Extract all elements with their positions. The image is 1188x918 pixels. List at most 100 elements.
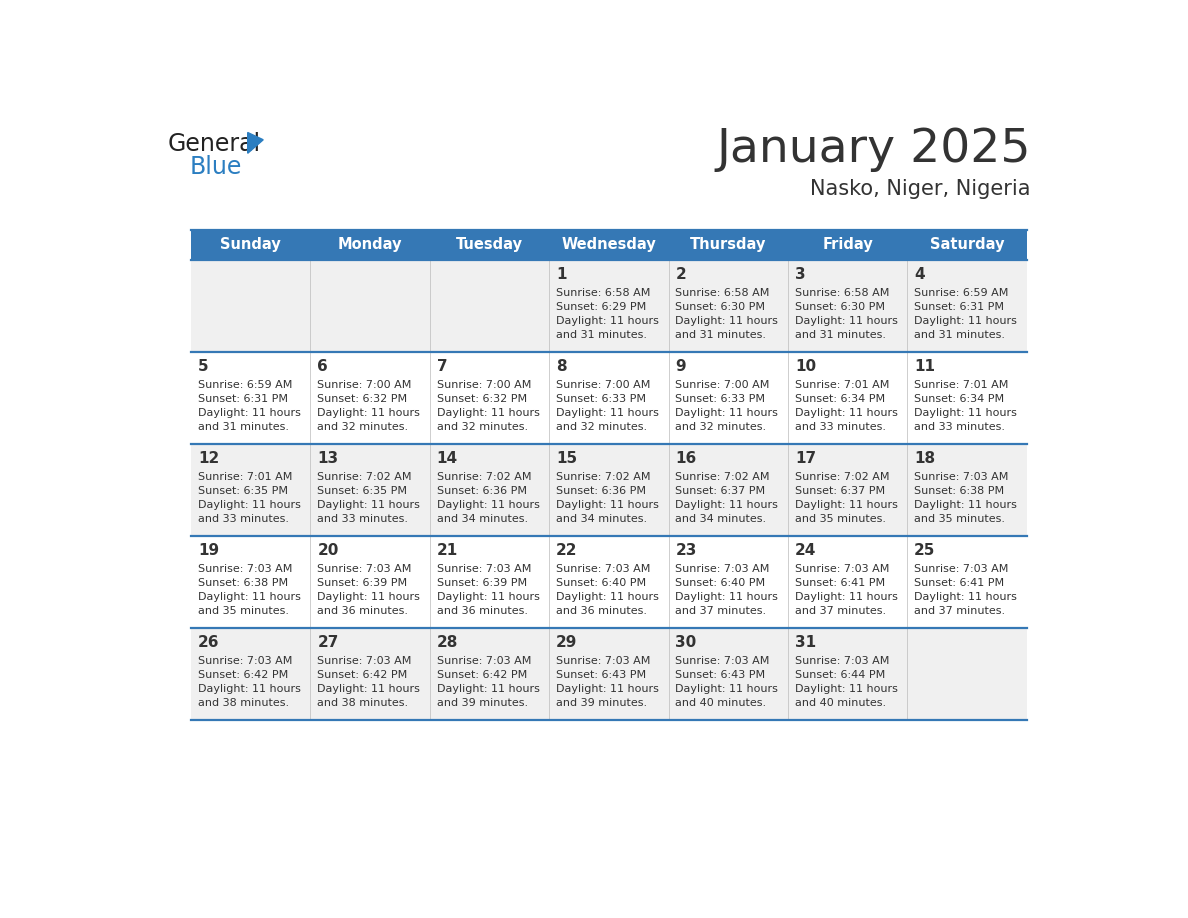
Text: 30: 30: [676, 635, 696, 650]
Text: Sunrise: 7:03 AM: Sunrise: 7:03 AM: [198, 655, 292, 666]
Text: Sunrise: 7:02 AM: Sunrise: 7:02 AM: [556, 472, 651, 482]
Text: 2: 2: [676, 267, 687, 282]
Text: Sunrise: 6:58 AM: Sunrise: 6:58 AM: [556, 287, 651, 297]
Text: Daylight: 11 hours: Daylight: 11 hours: [676, 684, 778, 694]
Text: Daylight: 11 hours: Daylight: 11 hours: [198, 409, 301, 419]
Text: Blue: Blue: [190, 155, 242, 179]
Text: Sunrise: 7:03 AM: Sunrise: 7:03 AM: [676, 564, 770, 574]
Text: 7: 7: [437, 359, 448, 375]
Text: Daylight: 11 hours: Daylight: 11 hours: [795, 500, 898, 510]
Text: 18: 18: [915, 452, 935, 466]
Text: 14: 14: [437, 452, 457, 466]
Text: and 34 minutes.: and 34 minutes.: [437, 514, 527, 524]
Text: 23: 23: [676, 543, 697, 558]
Text: Daylight: 11 hours: Daylight: 11 hours: [795, 684, 898, 694]
Text: 1: 1: [556, 267, 567, 282]
Text: Sunrise: 7:00 AM: Sunrise: 7:00 AM: [437, 380, 531, 389]
Text: Sunrise: 6:59 AM: Sunrise: 6:59 AM: [198, 380, 292, 389]
Text: and 31 minutes.: and 31 minutes.: [915, 330, 1005, 341]
Text: 26: 26: [198, 635, 220, 650]
Text: and 35 minutes.: and 35 minutes.: [795, 514, 886, 524]
Text: Sunset: 6:37 PM: Sunset: 6:37 PM: [676, 486, 765, 496]
Text: and 35 minutes.: and 35 minutes.: [198, 607, 289, 616]
Text: Thursday: Thursday: [690, 238, 766, 252]
Text: Sunset: 6:43 PM: Sunset: 6:43 PM: [676, 670, 765, 680]
Text: Sunset: 6:35 PM: Sunset: 6:35 PM: [317, 486, 407, 496]
Text: Sunset: 6:40 PM: Sunset: 6:40 PM: [556, 578, 646, 588]
Text: Sunrise: 7:03 AM: Sunrise: 7:03 AM: [795, 655, 890, 666]
Text: Saturday: Saturday: [930, 238, 1004, 252]
Text: Daylight: 11 hours: Daylight: 11 hours: [556, 409, 659, 419]
Text: 21: 21: [437, 543, 459, 558]
Bar: [191, 535, 1026, 628]
Text: General: General: [168, 131, 261, 156]
Text: Sunrise: 7:03 AM: Sunrise: 7:03 AM: [556, 655, 651, 666]
Text: Sunset: 6:41 PM: Sunset: 6:41 PM: [795, 578, 885, 588]
Text: Sunset: 6:32 PM: Sunset: 6:32 PM: [437, 394, 527, 404]
Text: and 39 minutes.: and 39 minutes.: [556, 699, 647, 709]
Text: Daylight: 11 hours: Daylight: 11 hours: [676, 592, 778, 602]
Text: Sunrise: 7:02 AM: Sunrise: 7:02 AM: [317, 472, 412, 482]
Text: 10: 10: [795, 359, 816, 375]
Text: Sunset: 6:31 PM: Sunset: 6:31 PM: [915, 302, 1004, 312]
Text: 16: 16: [676, 452, 696, 466]
Text: Daylight: 11 hours: Daylight: 11 hours: [556, 316, 659, 326]
Text: Friday: Friday: [822, 238, 873, 252]
Text: Daylight: 11 hours: Daylight: 11 hours: [795, 409, 898, 419]
Text: Sunset: 6:33 PM: Sunset: 6:33 PM: [676, 394, 765, 404]
Text: 31: 31: [795, 635, 816, 650]
Text: Sunrise: 6:58 AM: Sunrise: 6:58 AM: [795, 287, 890, 297]
Text: Sunrise: 7:03 AM: Sunrise: 7:03 AM: [317, 564, 412, 574]
Text: Sunset: 6:39 PM: Sunset: 6:39 PM: [437, 578, 527, 588]
Bar: [191, 260, 1026, 352]
Text: and 33 minutes.: and 33 minutes.: [317, 514, 409, 524]
Text: 8: 8: [556, 359, 567, 375]
Text: Daylight: 11 hours: Daylight: 11 hours: [676, 500, 778, 510]
Text: Sunrise: 7:03 AM: Sunrise: 7:03 AM: [676, 655, 770, 666]
Text: Daylight: 11 hours: Daylight: 11 hours: [437, 500, 539, 510]
Text: Daylight: 11 hours: Daylight: 11 hours: [437, 409, 539, 419]
Polygon shape: [248, 132, 264, 153]
Text: and 37 minutes.: and 37 minutes.: [915, 607, 1005, 616]
Text: Daylight: 11 hours: Daylight: 11 hours: [795, 592, 898, 602]
Text: Daylight: 11 hours: Daylight: 11 hours: [198, 684, 301, 694]
Text: and 32 minutes.: and 32 minutes.: [437, 422, 527, 432]
Text: Sunrise: 7:01 AM: Sunrise: 7:01 AM: [198, 472, 292, 482]
Text: and 32 minutes.: and 32 minutes.: [676, 422, 766, 432]
Text: Daylight: 11 hours: Daylight: 11 hours: [676, 316, 778, 326]
Text: Sunrise: 7:03 AM: Sunrise: 7:03 AM: [556, 564, 651, 574]
Text: 27: 27: [317, 635, 339, 650]
Bar: [191, 230, 1026, 260]
Text: Sunset: 6:34 PM: Sunset: 6:34 PM: [915, 394, 1004, 404]
Text: and 36 minutes.: and 36 minutes.: [556, 607, 647, 616]
Text: and 31 minutes.: and 31 minutes.: [198, 422, 289, 432]
Text: Sunday: Sunday: [221, 238, 282, 252]
Text: Sunrise: 6:58 AM: Sunrise: 6:58 AM: [676, 287, 770, 297]
Text: and 38 minutes.: and 38 minutes.: [317, 699, 409, 709]
Text: Daylight: 11 hours: Daylight: 11 hours: [198, 500, 301, 510]
Text: Sunset: 6:32 PM: Sunset: 6:32 PM: [317, 394, 407, 404]
Text: Sunset: 6:42 PM: Sunset: 6:42 PM: [437, 670, 527, 680]
Text: Sunset: 6:40 PM: Sunset: 6:40 PM: [676, 578, 765, 588]
Text: Daylight: 11 hours: Daylight: 11 hours: [198, 592, 301, 602]
Text: Sunset: 6:38 PM: Sunset: 6:38 PM: [198, 578, 289, 588]
Text: 4: 4: [915, 267, 924, 282]
Text: 20: 20: [317, 543, 339, 558]
Text: Sunrise: 7:00 AM: Sunrise: 7:00 AM: [556, 380, 651, 389]
Text: Sunset: 6:31 PM: Sunset: 6:31 PM: [198, 394, 289, 404]
Text: 11: 11: [915, 359, 935, 375]
Text: 17: 17: [795, 452, 816, 466]
Text: Sunrise: 6:59 AM: Sunrise: 6:59 AM: [915, 287, 1009, 297]
Text: Sunset: 6:38 PM: Sunset: 6:38 PM: [915, 486, 1004, 496]
Text: Sunset: 6:30 PM: Sunset: 6:30 PM: [795, 302, 885, 312]
Text: and 37 minutes.: and 37 minutes.: [795, 607, 886, 616]
Text: Sunset: 6:44 PM: Sunset: 6:44 PM: [795, 670, 885, 680]
Text: Sunrise: 7:02 AM: Sunrise: 7:02 AM: [437, 472, 531, 482]
Text: Sunset: 6:34 PM: Sunset: 6:34 PM: [795, 394, 885, 404]
Text: Sunrise: 7:03 AM: Sunrise: 7:03 AM: [437, 655, 531, 666]
Text: Sunrise: 7:03 AM: Sunrise: 7:03 AM: [915, 472, 1009, 482]
Text: and 38 minutes.: and 38 minutes.: [198, 699, 289, 709]
Text: Sunrise: 7:01 AM: Sunrise: 7:01 AM: [795, 380, 890, 389]
Text: and 33 minutes.: and 33 minutes.: [915, 422, 1005, 432]
Text: Daylight: 11 hours: Daylight: 11 hours: [437, 592, 539, 602]
